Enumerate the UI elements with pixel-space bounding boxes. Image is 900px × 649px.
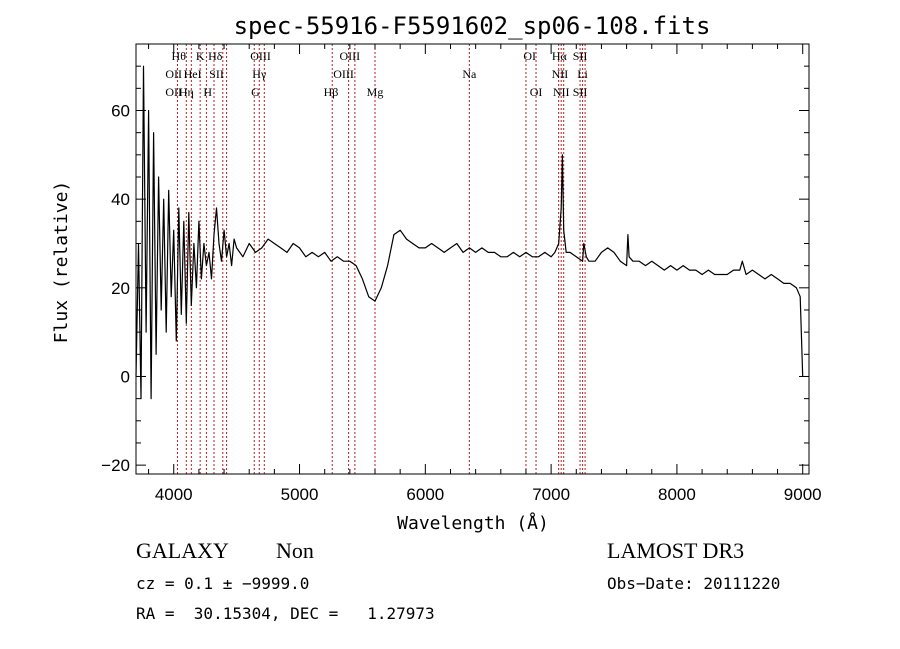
plot-area: Hθ K Hδ OIII OIII OI Hα SII OII HeI SII Hγ OIII Na NII… (101, 43, 822, 504)
line-label: Hγ (252, 67, 267, 81)
x-axis-label: Wavelength (Å) (397, 512, 549, 534)
line-label: SII (573, 49, 588, 63)
line-label: Mg (367, 85, 384, 99)
x-tick-label: 9000 (784, 485, 822, 504)
line-label: Na (462, 67, 477, 81)
line-label: SII (573, 85, 588, 99)
line-label: Hα (552, 49, 568, 63)
line-label: OIII (250, 49, 271, 63)
redshift-readout: cz = 0.1 ± −9999.0 (136, 574, 310, 593)
line-label: SII (209, 67, 224, 81)
plot-frame (135, 43, 810, 475)
y-tick-label: 60 (111, 101, 130, 120)
line-label: OIII (333, 67, 354, 81)
line-label: G (251, 85, 260, 99)
line-label: Hθ (172, 49, 187, 63)
line-label: NII (553, 85, 570, 99)
object-subclass: Non (276, 538, 314, 563)
y-tick-label: 40 (111, 190, 130, 209)
line-label: Li (577, 67, 588, 81)
line-label: K (196, 49, 205, 63)
line-label: OII (165, 67, 182, 81)
line-label: H (203, 85, 212, 99)
x-tick-label: 5000 (281, 485, 319, 504)
y-axis-label: Flux (relative) (51, 181, 72, 344)
survey-name: LAMOST DR3 (607, 538, 745, 563)
y-tick-label: −20 (101, 456, 130, 475)
line-label: HeI (184, 67, 202, 81)
line-label: OI (530, 85, 543, 99)
y-tick-label: 0 (121, 367, 130, 386)
line-label: OII (165, 85, 182, 99)
coordinates: RA = 30.15304, DEC = 1.27973 (136, 604, 435, 623)
object-class: GALAXY (136, 538, 229, 563)
chart-title: spec-55916-F5591602_sp06-108.fits (234, 12, 711, 40)
x-tick-label: 4000 (155, 485, 193, 504)
line-label: NII (552, 67, 569, 81)
line-label: OIII (340, 49, 361, 63)
line-label: Hδ (208, 49, 223, 63)
spectrum-line (135, 65, 804, 400)
x-tick-label: 7000 (532, 485, 570, 504)
obs-date: Obs−Date: 20111220 (607, 574, 781, 593)
y-tick-label: 20 (111, 279, 130, 298)
line-label: OI (523, 49, 536, 63)
line-label: Hη (179, 85, 194, 99)
line-label: Hβ (324, 85, 339, 99)
x-tick-label: 8000 (658, 485, 696, 504)
x-tick-label: 6000 (406, 485, 444, 504)
